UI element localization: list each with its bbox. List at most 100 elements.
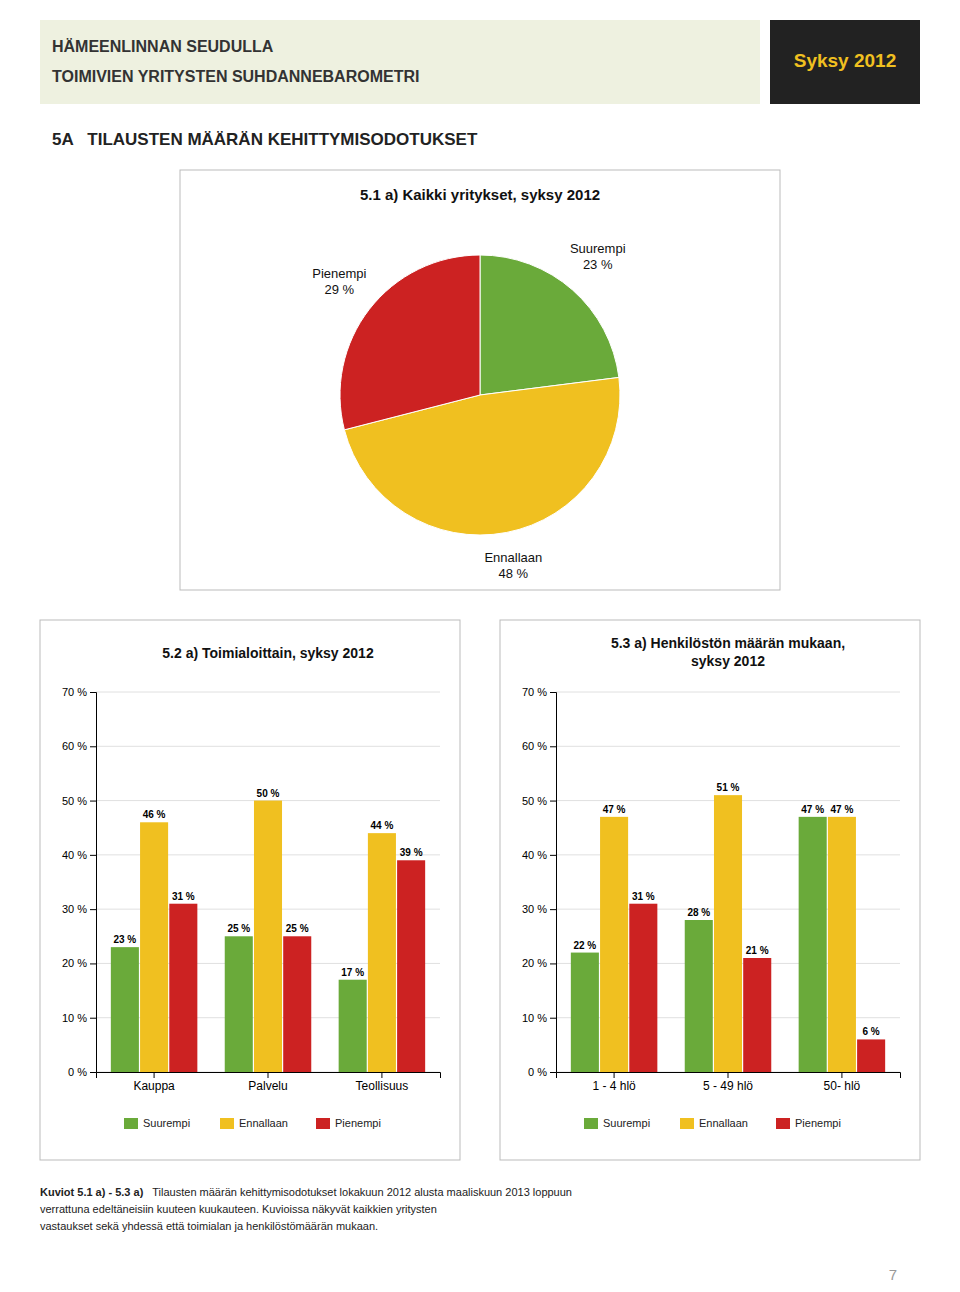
slice-label-name: Pienempi (312, 266, 366, 281)
y-tick: 20 % (522, 957, 556, 969)
bar (169, 904, 197, 1072)
y-tick-mark (90, 963, 96, 964)
y-tick: 60 % (62, 740, 96, 752)
data-label: 47 % (603, 804, 626, 815)
data-label: 46 % (143, 809, 166, 820)
y-tick-mark (550, 692, 556, 693)
chart-title: 5.1 a) Kaikki yritykset, syksy 2012 (360, 186, 600, 203)
chart-title: 5.3 a) Henkilöstön määrän mukaan,syksy 2… (611, 635, 845, 669)
chart-title-line: 5.2 a) Toimialoittain, syksy 2012 (162, 645, 374, 661)
y-tick-mark (550, 963, 556, 964)
y-tick: 50 % (62, 795, 96, 807)
bar (254, 801, 282, 1072)
y-tick: 0 % (528, 1066, 556, 1078)
legend: SuurempiEnnallaanPienempi (584, 1117, 841, 1129)
x-tick-mark (154, 1072, 155, 1078)
y-tick-label: 70 % (522, 686, 547, 698)
plot: 0 %10 %20 %30 %40 %50 %60 %70 %KauppaPal… (62, 686, 441, 1129)
bar (339, 980, 367, 1072)
footer-label: Kuviot 5.1 a) - 5.3 a) (40, 1186, 144, 1198)
badge-text: Syksy 2012 (794, 50, 897, 71)
data-label: 22 % (573, 940, 596, 951)
legend-swatch (316, 1118, 330, 1129)
y-tick: 70 % (522, 686, 556, 698)
y-tick-mark (90, 801, 96, 802)
y-axis-line (550, 693, 557, 1073)
y-tick: 10 % (522, 1012, 556, 1024)
legend-label: Ennallaan (699, 1117, 748, 1129)
data-label: 47 % (801, 804, 824, 815)
panel-frame (180, 170, 780, 590)
data-label: 21 % (746, 945, 769, 956)
slice-label-name: Suurempi (570, 241, 626, 256)
bar-chart: 0 %10 %20 %30 %40 %50 %60 %70 %1 - 4 hlö… (500, 620, 920, 1160)
y-tick: 0 % (68, 1066, 96, 1078)
x-axis: 1 - 4 hlö5 - 49 hlö50- hlö (557, 1072, 901, 1093)
pie-slice (340, 255, 480, 430)
y-tick-mark (550, 1018, 556, 1019)
y-tick-label: 10 % (62, 1012, 87, 1024)
x-tick: Teollisuus (356, 1072, 409, 1093)
data-label: 17 % (341, 967, 364, 978)
slice-label: Pienempi29 % (312, 266, 366, 297)
legend-label: Pienempi (335, 1117, 381, 1129)
legend-item: Pienempi (776, 1117, 841, 1129)
bar (225, 936, 253, 1072)
footer-line: vastaukset sekä yhdessä että toimialan j… (40, 1220, 378, 1232)
legend-label: Pienempi (795, 1117, 841, 1129)
y-tick: 20 % (62, 957, 96, 969)
slice-label: Suurempi23 % (570, 241, 626, 272)
x-tick-label: 5 - 49 hlö (703, 1079, 753, 1093)
y-tick-label: 10 % (522, 1012, 547, 1024)
legend-item: Ennallaan (220, 1117, 288, 1129)
y-tick: 40 % (62, 849, 96, 861)
slice-label-name: Ennallaan (484, 550, 542, 565)
legend-item: Suurempi (124, 1117, 190, 1129)
y-tick-mark (90, 746, 96, 747)
slice-label-value: 23 % (583, 257, 613, 272)
data-labels: 23 %25 %17 %46 %50 %44 %31 %25 %39 % (113, 788, 422, 978)
grid (556, 692, 900, 1072)
y-tick-label: 30 % (62, 903, 87, 915)
y-tick-mark (550, 855, 556, 856)
x-tick: 50- hlö (824, 1072, 861, 1093)
x-tick: Palvelu (248, 1072, 287, 1093)
y-tick: 10 % (62, 1012, 96, 1024)
y-tick-mark (550, 1072, 556, 1073)
section-title: 5A TILAUSTEN MÄÄRÄN KEHITTYMISODOTUKSET (52, 130, 478, 149)
y-tick-label: 40 % (62, 849, 87, 861)
y-tick: 50 % (522, 795, 556, 807)
bars (111, 801, 425, 1072)
x-tick: Kauppa (133, 1072, 175, 1093)
data-label: 25 % (227, 923, 250, 934)
bars (571, 795, 885, 1072)
y-tick-mark (90, 855, 96, 856)
panel-frame (500, 620, 920, 1160)
data-label: 50 % (257, 788, 280, 799)
x-axis-line (557, 1073, 901, 1079)
y-tick: 40 % (522, 849, 556, 861)
bar (685, 920, 713, 1072)
y-axis: 0 %10 %20 %30 %40 %50 %60 %70 % (522, 686, 557, 1078)
x-tick-mark (614, 1072, 615, 1078)
footer-line: Tilausten määrän kehittymisodotukset lok… (143, 1186, 572, 1198)
bar (714, 795, 742, 1072)
y-tick-mark (550, 746, 556, 747)
bar (828, 817, 856, 1072)
y-tick: 30 % (62, 903, 96, 915)
bar (629, 904, 657, 1072)
x-tick-mark (728, 1072, 729, 1078)
bar (368, 833, 396, 1072)
y-tick-label: 40 % (522, 849, 547, 861)
x-tick: 5 - 49 hlö (703, 1072, 753, 1093)
footer-line: verrattuna edeltäneisiin kuuteen kuukaut… (40, 1203, 437, 1215)
legend-swatch (584, 1118, 598, 1129)
header-background (40, 20, 760, 104)
data-label: 23 % (113, 934, 136, 945)
x-tick-label: Kauppa (133, 1079, 175, 1093)
y-tick-mark (90, 1072, 96, 1073)
bar (857, 1039, 885, 1072)
pie: Suurempi23 %Ennallaan48 %Pienempi29 % (312, 241, 625, 580)
y-tick-label: 60 % (62, 740, 87, 752)
x-axis: Kauppa Palvelu Teollisuus (97, 1072, 441, 1093)
